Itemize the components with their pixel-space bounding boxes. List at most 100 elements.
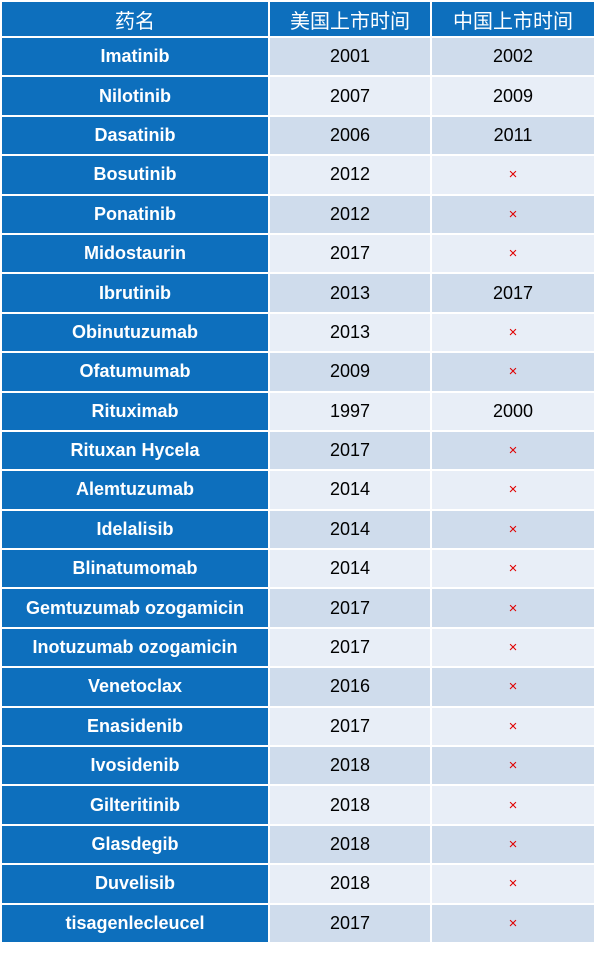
table-row: Ibrutinib 2013 2017	[2, 274, 594, 312]
drug-name-cell: Idelalisib	[2, 510, 268, 549]
us-approval-year-cell: 2006	[270, 116, 430, 155]
drug-name-cell: Dasatinib	[2, 116, 268, 155]
table-row: Dasatinib 2006 2011	[2, 116, 594, 155]
not-approved-mark: ×	[432, 313, 594, 352]
drug-name-cell: Enasidenib	[2, 707, 268, 746]
us-approval-year-cell: 2017	[270, 234, 430, 273]
us-approval-year-cell: 2016	[270, 668, 430, 706]
us-approval-year-cell: 2009	[270, 353, 430, 391]
drug-name-cell: Venetoclax	[2, 668, 268, 706]
not-approved-mark: ×	[432, 865, 594, 903]
us-approval-year-cell: 2013	[270, 274, 430, 312]
us-approval-year-cell: 2017	[270, 431, 430, 470]
us-approval-year-cell: 2014	[270, 471, 430, 509]
table-row: Idelalisib 2014 ×	[2, 510, 594, 549]
not-approved-mark: ×	[432, 431, 594, 470]
table-row: Rituximab 1997 2000	[2, 392, 594, 430]
table-row: Duvelisib 2018 ×	[2, 865, 594, 903]
us-approval-year-cell: 2017	[270, 904, 430, 942]
table-row: Midostaurin 2017 ×	[2, 234, 594, 273]
us-approval-year-cell: 2018	[270, 786, 430, 824]
drug-name-cell: Imatinib	[2, 38, 268, 76]
table-row: tisagenlecleucel 2017 ×	[2, 904, 594, 942]
table-row: Imatinib 2001 2002	[2, 38, 594, 76]
not-approved-mark: ×	[432, 510, 594, 549]
header-cn-approval: 中国上市时间	[432, 2, 594, 36]
us-approval-year-cell: 2012	[270, 156, 430, 194]
not-approved-mark: ×	[432, 668, 594, 706]
us-approval-year-cell: 2018	[270, 747, 430, 785]
us-approval-year-cell: 2018	[270, 825, 430, 864]
table-row: Ofatumumab 2009 ×	[2, 353, 594, 391]
table-row: Alemtuzumab 2014 ×	[2, 471, 594, 509]
drug-name-cell: Midostaurin	[2, 234, 268, 273]
not-approved-mark: ×	[432, 786, 594, 824]
table-row: Bosutinib 2012 ×	[2, 156, 594, 194]
cn-approval-year-cell: 2000	[432, 392, 594, 430]
drug-name-cell: Ivosidenib	[2, 747, 268, 785]
not-approved-mark: ×	[432, 747, 594, 785]
us-approval-year-cell: 2017	[270, 707, 430, 746]
header-us-approval: 美国上市时间	[270, 2, 430, 36]
drug-name-cell: Rituxan Hycela	[2, 431, 268, 470]
drug-name-cell: Gilteritinib	[2, 786, 268, 824]
us-approval-year-cell: 2007	[270, 77, 430, 115]
not-approved-mark: ×	[432, 353, 594, 391]
drug-name-cell: Gemtuzumab ozogamicin	[2, 589, 268, 627]
cn-approval-year-cell: 2017	[432, 274, 594, 312]
header-drug-name: 药名	[2, 2, 268, 36]
table-row: Nilotinib 2007 2009	[2, 77, 594, 115]
us-approval-year-cell: 2017	[270, 589, 430, 627]
not-approved-mark: ×	[432, 707, 594, 746]
drug-name-cell: Glasdegib	[2, 825, 268, 864]
drug-name-cell: Obinutuzumab	[2, 313, 268, 352]
drug-name-cell: Alemtuzumab	[2, 471, 268, 509]
table-row: Rituxan Hycela 2017 ×	[2, 431, 594, 470]
header-row: 药名 美国上市时间 中国上市时间	[2, 2, 594, 36]
table-header: 药名 美国上市时间 中国上市时间	[2, 2, 594, 36]
not-approved-mark: ×	[432, 904, 594, 942]
drug-name-cell: Inotuzumab ozogamicin	[2, 628, 268, 667]
not-approved-mark: ×	[432, 628, 594, 667]
drug-name-cell: Duvelisib	[2, 865, 268, 903]
table-row: Obinutuzumab 2013 ×	[2, 313, 594, 352]
table-row: Ponatinib 2012 ×	[2, 195, 594, 233]
table-row: Gemtuzumab ozogamicin 2017 ×	[2, 589, 594, 627]
drug-name-cell: Rituximab	[2, 392, 268, 430]
drug-name-cell: Bosutinib	[2, 156, 268, 194]
table-row: Blinatumomab 2014 ×	[2, 550, 594, 588]
cn-approval-year-cell: 2009	[432, 77, 594, 115]
table-body: Imatinib 2001 2002 Nilotinib 2007 2009 Dasatin…	[2, 38, 594, 942]
us-approval-year-cell: 2018	[270, 865, 430, 903]
table-row: Inotuzumab ozogamicin 2017 ×	[2, 628, 594, 667]
drug-name-cell: Ponatinib	[2, 195, 268, 233]
drug-name-cell: Nilotinib	[2, 77, 268, 115]
us-approval-year-cell: 2013	[270, 313, 430, 352]
us-approval-year-cell: 2012	[270, 195, 430, 233]
table-row: Venetoclax 2016 ×	[2, 668, 594, 706]
table-row: Glasdegib 2018 ×	[2, 825, 594, 864]
not-approved-mark: ×	[432, 589, 594, 627]
not-approved-mark: ×	[432, 234, 594, 273]
not-approved-mark: ×	[432, 550, 594, 588]
us-approval-year-cell: 1997	[270, 392, 430, 430]
table-row: Gilteritinib 2018 ×	[2, 786, 594, 824]
cn-approval-year-cell: 2011	[432, 116, 594, 155]
us-approval-year-cell: 2014	[270, 510, 430, 549]
not-approved-mark: ×	[432, 195, 594, 233]
drug-name-cell: Ofatumumab	[2, 353, 268, 391]
us-approval-year-cell: 2001	[270, 38, 430, 76]
us-approval-year-cell: 2014	[270, 550, 430, 588]
not-approved-mark: ×	[432, 471, 594, 509]
not-approved-mark: ×	[432, 156, 594, 194]
drug-name-cell: Ibrutinib	[2, 274, 268, 312]
not-approved-mark: ×	[432, 825, 594, 864]
table-row: Ivosidenib 2018 ×	[2, 747, 594, 785]
cn-approval-year-cell: 2002	[432, 38, 594, 76]
drug-name-cell: tisagenlecleucel	[2, 904, 268, 942]
us-approval-year-cell: 2017	[270, 628, 430, 667]
drug-name-cell: Blinatumomab	[2, 550, 268, 588]
table-row: Enasidenib 2017 ×	[2, 707, 594, 746]
